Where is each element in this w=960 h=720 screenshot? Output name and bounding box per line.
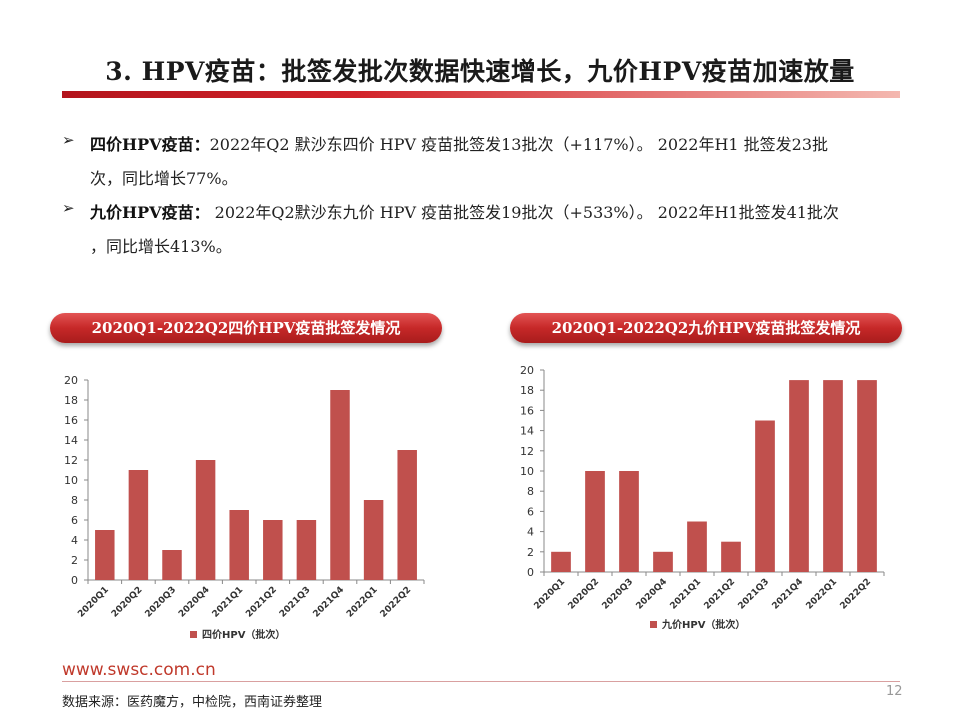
bar xyxy=(619,471,639,572)
y-tick-label: 14 xyxy=(64,434,78,447)
page-title: 3. HPV疫苗：批签发批次数据快速增长，九价HPV疫苗加速放量 xyxy=(105,57,855,86)
x-tick-label: 2021Q1 xyxy=(668,577,703,612)
bullet-text: 2022年Q2默沙东九价 HPV 疫苗批签发19批次（+533%）。 2022年… xyxy=(209,203,839,222)
x-tick-label: 2022Q2 xyxy=(379,585,414,620)
x-tick-label: 2020Q3 xyxy=(600,577,635,612)
x-tick-label: 2021Q4 xyxy=(311,585,346,620)
x-tick-label: 2020Q1 xyxy=(76,585,111,620)
x-tick-label: 2021Q3 xyxy=(278,585,313,620)
y-tick-label: 12 xyxy=(520,445,534,458)
bar xyxy=(363,500,384,580)
y-tick-label: 4 xyxy=(71,534,78,547)
legend-swatch xyxy=(190,631,197,638)
bullet-text: 2022年Q2 默沙东四价 HPV 疫苗批签发13批次（+117%）。 2022… xyxy=(209,135,829,154)
chart-title-banner-right: 2020Q1-2022Q2九价HPV疫苗批签发情况 xyxy=(510,313,902,343)
y-tick-label: 2 xyxy=(527,546,534,559)
y-tick-label: 18 xyxy=(520,384,534,397)
bar xyxy=(296,520,317,580)
x-tick-label: 2021Q1 xyxy=(211,585,246,620)
x-tick-label: 2020Q4 xyxy=(634,577,669,612)
arrow-bullet-icon: ➢ xyxy=(62,199,75,217)
bar xyxy=(755,420,775,572)
bar xyxy=(128,470,149,580)
legend-swatch xyxy=(650,621,657,628)
bar xyxy=(551,551,571,572)
bar xyxy=(229,510,249,580)
y-tick-label: 20 xyxy=(64,374,78,387)
y-tick-label: 4 xyxy=(527,526,534,539)
y-tick-label: 16 xyxy=(520,404,534,417)
x-tick-label: 2022Q1 xyxy=(804,577,839,612)
bar xyxy=(721,541,741,572)
y-tick-label: 12 xyxy=(64,454,78,467)
bar xyxy=(823,380,843,572)
x-tick-label: 2021Q2 xyxy=(702,577,737,612)
bullet-text-continued: ，同比增长413%。 xyxy=(90,237,232,256)
y-tick-label: 10 xyxy=(520,465,534,478)
y-tick-label: 0 xyxy=(71,574,78,587)
chart-quadrivalent-bar: 0 2 4 6 8 10 12 14 16 18 20 2020Q12020Q22020Q32020Q… xyxy=(64,374,425,641)
x-tick-label: 2020Q1 xyxy=(532,577,567,612)
y-tick-label: 10 xyxy=(64,474,78,487)
x-tick-label: 2020Q2 xyxy=(566,577,601,612)
x-tick-label: 2021Q4 xyxy=(770,577,805,612)
bar xyxy=(162,550,182,580)
bar xyxy=(789,380,809,572)
x-tick-label: 2020Q2 xyxy=(110,585,145,620)
legend-label: 四价HPV（批次） xyxy=(202,628,285,641)
title-divider xyxy=(62,91,900,98)
footer-url[interactable]: www.swsc.com.cn xyxy=(62,660,216,680)
x-tick-label: 2021Q2 xyxy=(244,585,279,620)
bar xyxy=(585,471,605,572)
x-tick-label: 2020Q4 xyxy=(177,585,212,620)
x-tick-label: 2020Q3 xyxy=(143,585,178,620)
chart-nonavalent-bar: 0 2 4 6 8 10 12 14 16 18 20 2020Q1 2020Q2 2020Q3 2020Q… xyxy=(520,364,885,631)
y-tick-label: 6 xyxy=(71,514,78,527)
data-source: 数据来源：医药魔方，中检院，西南证券整理 xyxy=(62,695,323,710)
y-tick-label: 18 xyxy=(64,394,78,407)
x-tick-label: 2022Q1 xyxy=(345,585,380,620)
footer-divider xyxy=(62,681,900,682)
bullet-heading: 九价HPV疫苗： xyxy=(90,203,210,222)
y-tick-label: 8 xyxy=(527,485,534,498)
y-tick-label: 14 xyxy=(520,425,534,438)
y-tick-label: 2 xyxy=(71,554,78,567)
bar xyxy=(95,530,115,580)
bar xyxy=(330,390,350,580)
bullet-heading: 四价HPV疫苗： xyxy=(90,135,210,154)
bar xyxy=(195,460,216,580)
x-tick-label: 2022Q2 xyxy=(838,577,873,612)
bar xyxy=(857,380,877,572)
y-tick-label: 8 xyxy=(71,494,78,507)
bar xyxy=(397,450,417,580)
bar xyxy=(653,551,673,572)
bar xyxy=(687,521,707,572)
y-tick-label: 6 xyxy=(527,505,534,518)
arrow-bullet-icon: ➢ xyxy=(62,131,75,149)
page-number: 12 xyxy=(886,684,903,699)
x-tick-label: 2021Q3 xyxy=(736,577,771,612)
legend-label: 九价HPV（批次） xyxy=(661,618,745,631)
y-tick-label: 16 xyxy=(64,414,78,427)
y-tick-label: 0 xyxy=(527,566,534,579)
chart-title-banner-left: 2020Q1-2022Q2四价HPV疫苗批签发情况 xyxy=(50,313,442,343)
bullet-text-continued: 次，同比增长77%。 xyxy=(90,169,238,188)
y-tick-label: 20 xyxy=(520,364,534,377)
bar xyxy=(263,520,283,580)
